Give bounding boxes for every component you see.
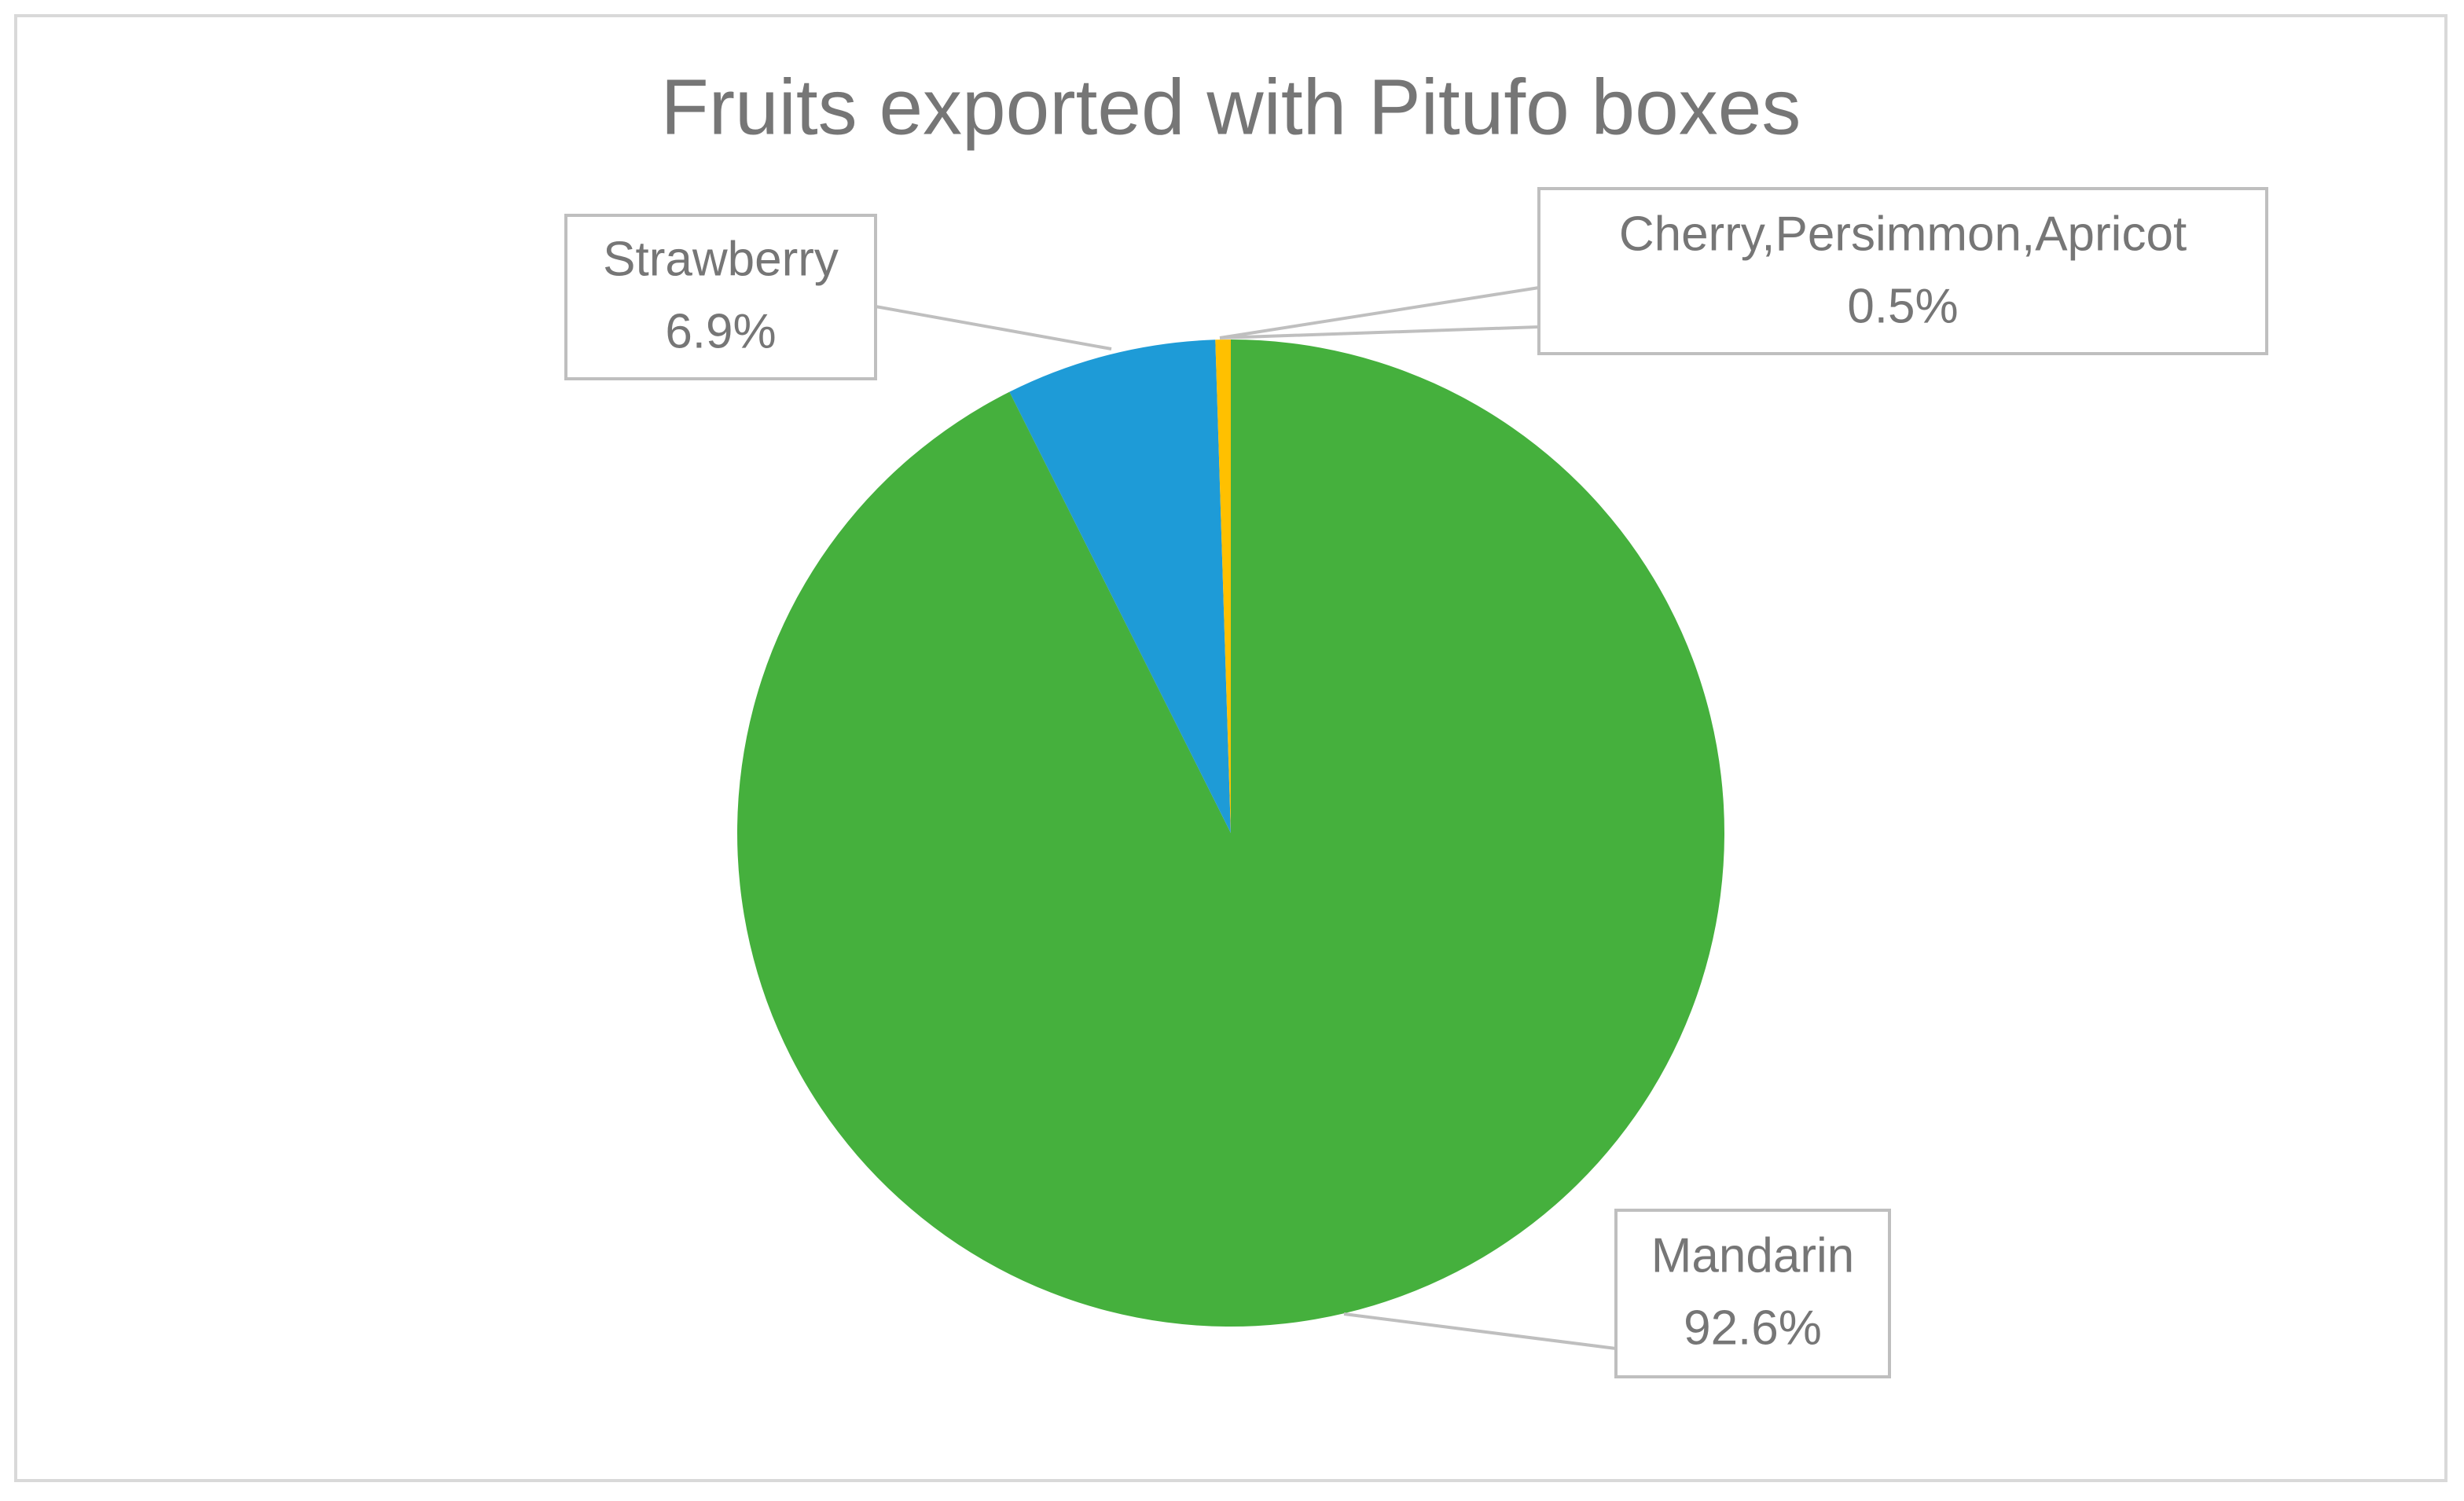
label-box: [1614, 1209, 1891, 1378]
label-box: [1537, 187, 2268, 355]
category-label: Cherry,Persimmon,Apricot: [1619, 207, 2187, 261]
value-label: 0.5%: [1847, 279, 1958, 333]
leader-line: [1343, 1312, 1617, 1350]
value-label: 6.9%: [665, 304, 776, 358]
category-label: Mandarin: [1651, 1228, 1854, 1283]
pie-slice: [1215, 339, 1231, 833]
pie-slice: [1009, 339, 1231, 833]
leader-line: [875, 305, 1112, 350]
chart-title: Fruits exported with Pitufo boxes: [661, 63, 1801, 151]
category-label: Strawberry: [603, 232, 839, 286]
pie: [736, 339, 1724, 1327]
label-box: [564, 214, 877, 380]
value-label: 92.6%: [1684, 1301, 1822, 1355]
